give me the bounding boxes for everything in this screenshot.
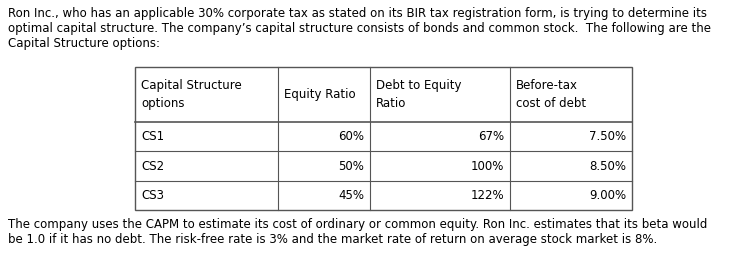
Text: Before-tax
cost of debt: Before-tax cost of debt: [516, 79, 586, 110]
Text: Capital Structure options:: Capital Structure options:: [8, 37, 160, 50]
Text: CS3: CS3: [141, 189, 164, 202]
Text: Debt to Equity
Ratio: Debt to Equity Ratio: [376, 79, 462, 110]
Text: 67%: 67%: [478, 130, 504, 143]
Text: Equity Ratio: Equity Ratio: [284, 88, 356, 101]
Text: 45%: 45%: [338, 189, 364, 202]
Text: The company uses the CAPM to estimate its cost of ordinary or common equity. Ron: The company uses the CAPM to estimate it…: [8, 218, 707, 231]
Text: 100%: 100%: [471, 159, 504, 173]
Text: 50%: 50%: [338, 159, 364, 173]
Text: optimal capital structure. The company’s capital structure consists of bonds and: optimal capital structure. The company’s…: [8, 22, 711, 35]
Text: 60%: 60%: [338, 130, 364, 143]
Text: Capital Structure
options: Capital Structure options: [141, 79, 242, 110]
Text: 122%: 122%: [471, 189, 504, 202]
Text: 8.50%: 8.50%: [589, 159, 626, 173]
Text: be 1.0 if it has no debt. The risk-free rate is 3% and the market rate of return: be 1.0 if it has no debt. The risk-free …: [8, 233, 657, 246]
Text: 7.50%: 7.50%: [589, 130, 626, 143]
Text: Ron Inc., who has an applicable 30% corporate tax as stated on its BIR tax regis: Ron Inc., who has an applicable 30% corp…: [8, 7, 707, 20]
Text: 9.00%: 9.00%: [589, 189, 626, 202]
Text: CS1: CS1: [141, 130, 164, 143]
Text: CS2: CS2: [141, 159, 164, 173]
